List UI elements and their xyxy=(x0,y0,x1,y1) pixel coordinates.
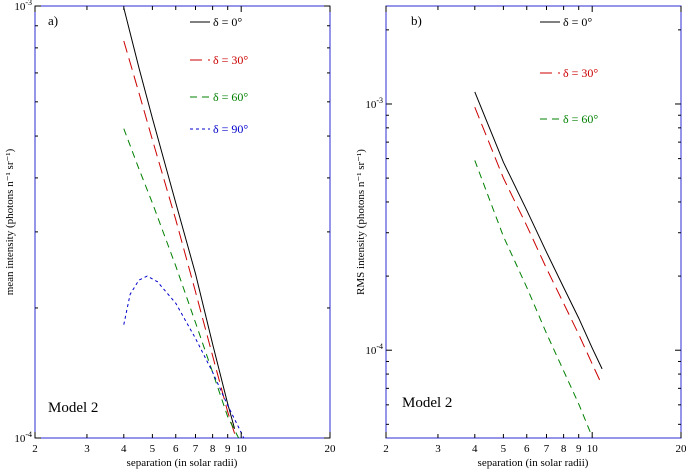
legend-label: δ = 0° xyxy=(213,15,242,29)
x-axis-label-b: separation (in solar radii) xyxy=(478,457,589,469)
series-line xyxy=(123,128,240,438)
x-tick-label: 2 xyxy=(32,443,38,455)
panel-b: 2 3 4 5 6 7 8 9 10 20 10-4 10-3 b) Model 2 separati… xyxy=(355,5,686,469)
x-tick-label: 9 xyxy=(225,443,231,455)
legend-label: δ = 0° xyxy=(563,15,592,29)
x-tick-label: 2 xyxy=(383,443,389,455)
series-line xyxy=(123,7,236,429)
y-tick-label: 10-3 xyxy=(14,0,32,13)
x-tick-label: 4 xyxy=(472,443,478,455)
x-tick-label: 3 xyxy=(84,443,90,455)
x-axis-label-a: separation (in solar radii) xyxy=(127,457,238,469)
x-tick-label: 4 xyxy=(121,443,127,455)
series-line xyxy=(474,91,603,370)
legend-label: δ = 30° xyxy=(563,66,598,80)
x-tick-label: 8 xyxy=(210,443,216,455)
y-axis-label-b: RMS intensity (photons n⁻¹ sr⁻¹) xyxy=(355,149,367,295)
plot-frame-a xyxy=(34,5,331,439)
y-tick-label: 10-4 xyxy=(365,342,383,357)
model-annotation-a: Model 2 xyxy=(48,400,98,416)
x-tick-label: 6 xyxy=(173,443,179,455)
x-tick-label: 7 xyxy=(193,443,199,455)
series-line xyxy=(474,107,603,386)
y-tick-label: 10-3 xyxy=(365,96,383,111)
x-tick-label: 3 xyxy=(435,443,441,455)
x-tick-label: 10 xyxy=(587,443,599,455)
legend-label: δ = 60° xyxy=(213,90,248,104)
x-tick-label: 5 xyxy=(150,443,156,455)
x-tick-label: 20 xyxy=(325,443,337,455)
plot-frame-b xyxy=(385,5,682,439)
series-line xyxy=(123,40,237,438)
series-line xyxy=(474,160,593,437)
x-tick-label: 5 xyxy=(501,443,507,455)
panel-a: 2 3 4 5 6 7 8 9 10 20 10-4 10-3 a) Model 2 separati… xyxy=(4,0,336,469)
panel-label-b: b) xyxy=(411,13,422,28)
x-tick-label: 8 xyxy=(561,443,567,455)
x-tick-label: 10 xyxy=(236,443,248,455)
x-tick-label: 20 xyxy=(676,443,686,455)
panel-label-a: a) xyxy=(48,13,58,28)
series-line xyxy=(123,275,245,438)
legend-label: δ = 90° xyxy=(213,122,248,136)
x-tick-label: 6 xyxy=(524,443,530,455)
x-tick-label: 9 xyxy=(576,443,582,455)
x-tick-label: 7 xyxy=(544,443,550,455)
legend-label: δ = 60° xyxy=(563,112,598,126)
y-axis-label-a: mean intensity (photons n⁻¹ sr⁻¹) xyxy=(4,148,16,295)
model-annotation-b: Model 2 xyxy=(402,395,452,411)
legend-label: δ = 30° xyxy=(213,53,248,67)
y-tick-label: 10-4 xyxy=(14,430,32,445)
